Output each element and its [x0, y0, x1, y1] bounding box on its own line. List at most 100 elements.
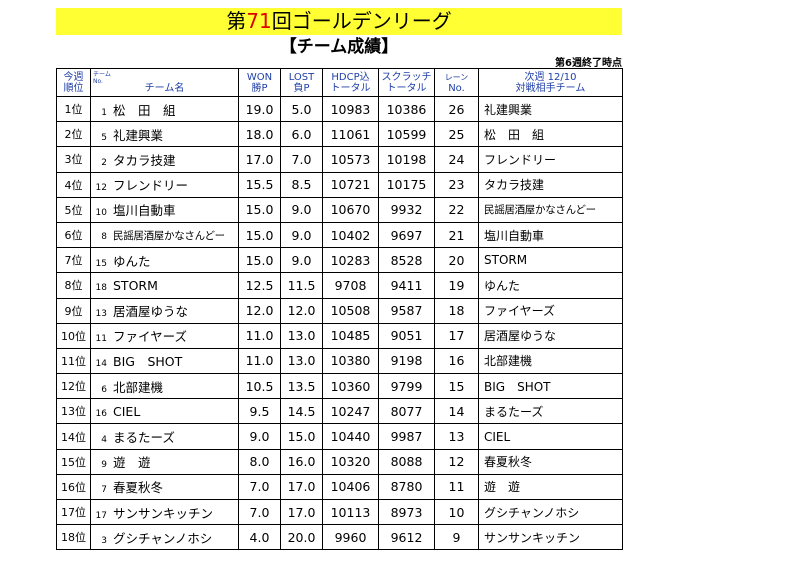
team-number: 14 [95, 359, 107, 370]
team-cell: 15 ゆんた [90, 247, 239, 274]
team-number: 13 [95, 309, 107, 320]
hdcp-total-cell: 11061 [322, 121, 379, 148]
table-row: 8位 18 STORM 12.5 11.5 9708 9411 19 ゆんた [56, 272, 623, 299]
scratch-total-cell: 9198 [378, 347, 435, 375]
team-number: 15 [95, 258, 107, 269]
hdcp-total-cell: 10485 [322, 322, 379, 349]
rank-cell: 15位 [56, 448, 91, 475]
scratch-total-cell: 9587 [378, 297, 435, 324]
lane-cell: 15 [434, 373, 479, 400]
lost-cell: 20.0 [280, 524, 323, 551]
next-opponent-cell: 民謡居酒屋かなさんどー [478, 196, 623, 223]
team-number: 18 [95, 282, 107, 293]
hdcp-total-cell: 9960 [322, 524, 379, 551]
scratch-total-cell: 8528 [378, 247, 435, 274]
title-suffix: 回ゴールデンリーグ [271, 9, 452, 33]
table-row: 3位 2 タカラ技建 17.0 7.0 10573 10198 24 フレンドリー [56, 146, 623, 173]
header-scratch: スクラッチ トータル [378, 68, 435, 97]
team-number: 16 [95, 408, 107, 419]
won-cell: 17.0 [238, 146, 281, 173]
hdcp-total-cell: 10573 [322, 146, 379, 173]
won-cell: 15.0 [238, 221, 281, 249]
rank-cell: 8位 [56, 272, 91, 299]
lane-cell: 18 [434, 297, 479, 324]
team-name: タカラ技建 [113, 152, 176, 168]
rank-cell: 7位 [56, 247, 91, 274]
lost-cell: 17.0 [280, 498, 323, 526]
won-cell: 18.0 [238, 121, 281, 148]
team-cell: 5 礼建興業 [90, 121, 239, 148]
team-name: BIG SHOT [113, 354, 183, 370]
team-name: 塩川自動車 [113, 203, 176, 219]
next-opponent-cell: CIEL [478, 423, 623, 450]
team-cell: 17 サンサンキッチン [90, 498, 239, 526]
header-hdcp: HDCP込 トータル [322, 68, 379, 97]
table-row: 16位 7 春夏秋冬 7.0 17.0 10406 8780 11 遊 遊 [56, 473, 623, 501]
lost-cell: 12.0 [280, 297, 323, 324]
lane-cell: 24 [434, 146, 479, 173]
lost-cell: 16.0 [280, 448, 323, 475]
lane-cell: 23 [434, 171, 479, 198]
won-cell: 11.0 [238, 347, 281, 375]
next-opponent-cell: 塩川自動車 [478, 221, 623, 249]
scratch-total-cell: 9932 [378, 196, 435, 223]
table-row: 2位 5 礼建興業 18.0 6.0 11061 10599 25 松 田 組 [56, 121, 623, 148]
scratch-total-cell: 8973 [378, 498, 435, 526]
team-cell: 18 STORM [90, 272, 239, 299]
hdcp-total-cell: 9708 [322, 272, 379, 299]
rank-cell: 6位 [56, 221, 91, 249]
team-name: 民謡居酒屋かなさんどー [113, 230, 225, 243]
team-cell: 10 塩川自動車 [90, 196, 239, 223]
title-prefix: 第 [226, 9, 247, 33]
won-cell: 15.0 [238, 247, 281, 274]
rank-cell: 4位 [56, 171, 91, 198]
team-cell: 1 松 田 組 [90, 95, 239, 123]
header-team: チーム No. チーム名 [90, 68, 239, 97]
next-opponent-cell: ゆんた [478, 272, 623, 299]
table-row: 7位 15 ゆんた 15.0 9.0 10283 8528 20 STORM [56, 247, 623, 274]
lost-cell: 15.0 [280, 423, 323, 450]
team-name: 居酒屋ゆうな [113, 304, 189, 320]
hdcp-total-cell: 10402 [322, 221, 379, 249]
team-name: 北部建機 [113, 379, 164, 395]
table-row: 13位 16 CIEL 9.5 14.5 10247 8077 14 まるたーズ [56, 398, 623, 425]
team-cell: 9 遊 遊 [90, 448, 239, 475]
next-opponent-cell: STORM [478, 247, 623, 274]
rank-cell: 5位 [56, 196, 91, 223]
table-row: 15位 9 遊 遊 8.0 16.0 10320 8088 12 春夏秋冬 [56, 448, 623, 475]
table-row: 11位 14 BIG SHOT 11.0 13.0 10380 9198 16 北部建機 [56, 347, 623, 375]
team-number: 1 [101, 107, 107, 118]
title-number: 71 [246, 9, 272, 33]
team-name: CIEL [113, 403, 141, 419]
lost-cell: 9.0 [280, 247, 323, 274]
team-name: ファイヤーズ [113, 329, 188, 345]
rank-cell: 3位 [56, 146, 91, 173]
scratch-total-cell: 8780 [378, 473, 435, 501]
lost-cell: 13.0 [280, 347, 323, 375]
team-number: 4 [101, 435, 107, 446]
team-cell: 6 北部建機 [90, 373, 239, 400]
team-cell: 3 グシチャンノホシ [90, 524, 239, 551]
won-cell: 7.0 [238, 473, 281, 501]
next-opponent-cell: 松 田 組 [478, 121, 623, 148]
team-name: フレンドリー [113, 178, 189, 194]
team-cell: 7 春夏秋冬 [90, 473, 239, 501]
won-cell: 8.0 [238, 448, 281, 475]
header-row: 今週 順位 チーム No. チーム名 WON 勝P LOST 負P HDCP込 トータル … [56, 68, 623, 97]
team-name: 遊 遊 [113, 455, 151, 471]
rank-cell: 16位 [56, 473, 91, 501]
hdcp-total-cell: 10283 [322, 247, 379, 274]
team-name: 春夏秋冬 [113, 480, 164, 496]
team-name: サンサンキッチン [113, 505, 214, 521]
table-row: 4位 12 フレンドリー 15.5 8.5 10721 10175 23 タカラ技建 [56, 171, 623, 198]
lane-cell: 25 [434, 121, 479, 148]
team-number: 8 [101, 232, 107, 243]
lane-cell: 19 [434, 272, 479, 299]
rank-cell: 12位 [56, 373, 91, 400]
rank-cell: 14位 [56, 423, 91, 450]
team-name: STORM [113, 277, 158, 293]
won-cell: 19.0 [238, 95, 281, 123]
lane-cell: 26 [434, 95, 479, 123]
won-cell: 12.5 [238, 272, 281, 299]
table-row: 14位 4 まるたーズ 9.0 15.0 10440 9987 13 CIEL [56, 423, 623, 450]
